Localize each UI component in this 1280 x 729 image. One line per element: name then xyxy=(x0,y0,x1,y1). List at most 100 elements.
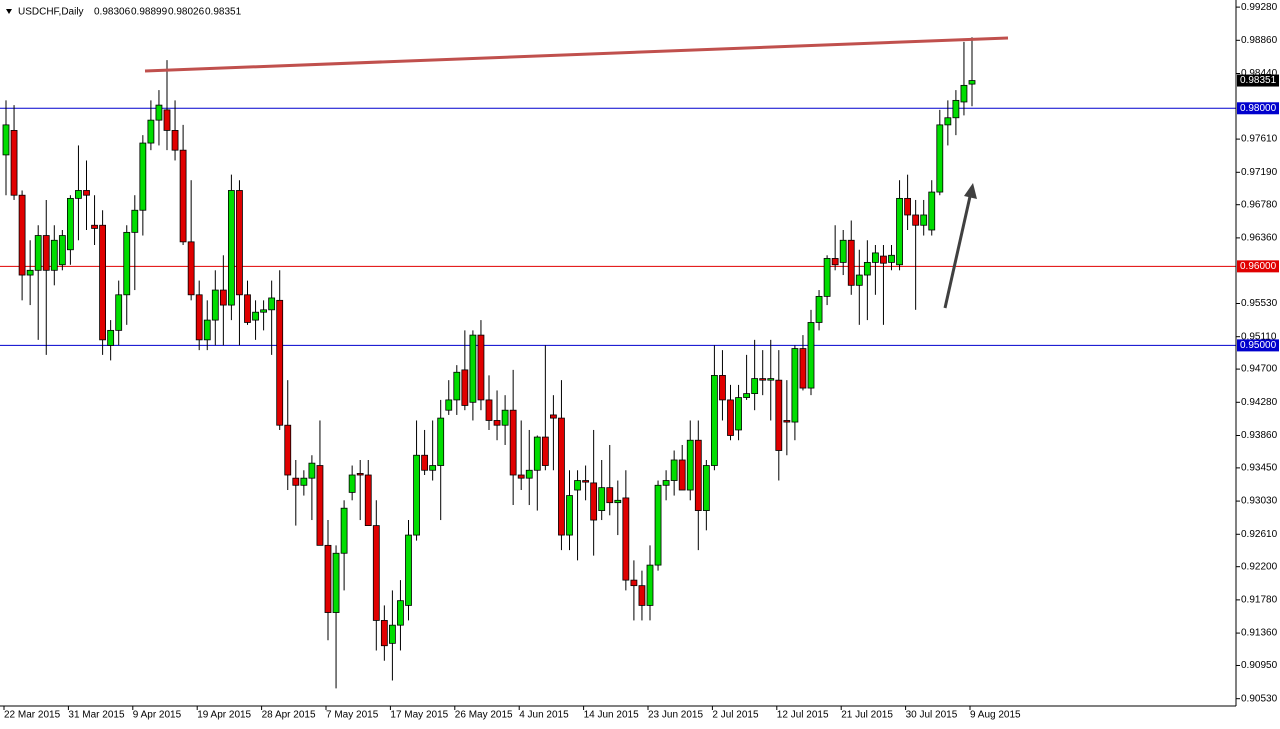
candle-body xyxy=(316,465,324,546)
candle-body xyxy=(799,348,807,389)
candle-body xyxy=(244,294,251,323)
candle-body xyxy=(727,399,734,436)
y-tick-label: 0.91780 xyxy=(1241,595,1278,606)
y-tick-label: 0.93450 xyxy=(1241,463,1278,474)
candle-body xyxy=(437,417,445,466)
candle-body xyxy=(171,130,179,151)
y-tick-label: 0.93030 xyxy=(1241,496,1278,507)
x-tick-label: 19 Apr 2015 xyxy=(197,710,251,721)
candle-body xyxy=(268,297,276,311)
candle-body xyxy=(574,480,581,491)
candle-body xyxy=(388,624,396,644)
level-label-box xyxy=(1237,102,1279,115)
candle-body xyxy=(453,371,461,401)
candle-body xyxy=(815,295,823,323)
candle-body xyxy=(831,258,839,266)
level-label: 0.95000 xyxy=(1240,340,1277,351)
y-tick-label: 0.93860 xyxy=(1241,430,1278,441)
candle-body xyxy=(91,224,98,229)
x-tick-label: 21 Jul 2015 xyxy=(841,710,893,721)
candle-body xyxy=(638,585,646,606)
header-open: 0.98306 xyxy=(94,7,131,18)
candle-body xyxy=(719,375,726,401)
candle-body xyxy=(872,252,879,263)
x-tick-label: 2 Jul 2015 xyxy=(712,710,759,721)
candle-body xyxy=(461,369,469,406)
candle-body xyxy=(896,197,903,266)
symbol-title: USDCHF,Daily xyxy=(18,7,84,18)
candle-body xyxy=(340,507,348,554)
candle-body xyxy=(179,149,187,243)
header-high: 0.98899 xyxy=(131,7,168,18)
candle-body xyxy=(429,465,437,471)
candle-body xyxy=(912,214,920,226)
candle-body xyxy=(646,564,654,606)
candle-body xyxy=(477,334,485,401)
candle-body xyxy=(26,269,34,276)
candle-body xyxy=(928,191,936,231)
candle-body xyxy=(397,600,404,626)
candle-body xyxy=(421,454,429,471)
candle-body xyxy=(493,420,501,426)
x-tick-label: 7 May 2015 xyxy=(326,710,379,721)
level-label-box xyxy=(1237,260,1279,273)
candle-body xyxy=(702,465,710,511)
candle-body xyxy=(372,525,380,621)
plot-area xyxy=(0,37,1236,689)
y-tick-label: 0.92200 xyxy=(1241,561,1278,572)
menu-arrow[interactable] xyxy=(6,9,12,14)
candle-body xyxy=(751,378,759,394)
candle-body xyxy=(550,414,557,419)
y-tick-label: 0.91360 xyxy=(1241,628,1278,639)
candle-body xyxy=(968,80,976,85)
candle-body xyxy=(920,214,928,226)
candle-body xyxy=(50,239,58,271)
x-tick-label: 9 Aug 2015 xyxy=(970,710,1021,721)
candle-body xyxy=(284,424,292,476)
candle-body xyxy=(880,255,887,264)
candle-body xyxy=(131,209,139,233)
candle-body xyxy=(654,484,662,566)
candle-body xyxy=(566,495,573,536)
candle-body xyxy=(944,117,952,126)
x-tick-label: 26 May 2015 xyxy=(455,710,513,721)
header-low: 0.98026 xyxy=(168,7,205,18)
candle-body xyxy=(356,473,364,476)
candle-body xyxy=(276,299,284,426)
candle-body xyxy=(115,294,123,331)
candle-body xyxy=(155,104,163,121)
candle-body xyxy=(83,190,90,196)
candle-body xyxy=(711,375,718,466)
candle-body xyxy=(324,544,332,613)
candle-body xyxy=(558,417,565,536)
candle-body xyxy=(405,534,412,606)
candle-body xyxy=(195,294,203,341)
candle-body xyxy=(364,474,372,526)
x-tick-label: 28 Apr 2015 xyxy=(262,710,316,721)
candle-body xyxy=(686,439,694,491)
candle-body xyxy=(743,393,750,398)
header-close: 0.98351 xyxy=(205,7,242,18)
y-tick-label: 0.92610 xyxy=(1241,529,1278,540)
current-price-box xyxy=(1237,74,1279,87)
candle-body xyxy=(236,190,243,296)
candle-body xyxy=(582,480,589,483)
candle-body xyxy=(541,436,549,466)
candle-body xyxy=(10,130,18,196)
y-tick-label: 0.96360 xyxy=(1241,233,1278,244)
y-tick-label: 0.95530 xyxy=(1241,298,1278,309)
candle-body xyxy=(791,348,799,423)
candle-body xyxy=(614,499,622,504)
candle-body xyxy=(445,399,453,411)
candle-body xyxy=(783,420,791,423)
candle-body xyxy=(187,241,195,296)
candle-body xyxy=(694,439,702,511)
candle-body xyxy=(107,329,115,346)
candle-body xyxy=(75,190,82,199)
candle-body xyxy=(767,378,775,381)
x-tick-label: 22 Mar 2015 xyxy=(4,710,61,721)
candle-body xyxy=(413,454,420,536)
x-tick-label: 14 Jun 2015 xyxy=(584,710,639,721)
y-tick-label: 0.97190 xyxy=(1241,167,1278,178)
y-tick-label: 0.94280 xyxy=(1241,397,1278,408)
